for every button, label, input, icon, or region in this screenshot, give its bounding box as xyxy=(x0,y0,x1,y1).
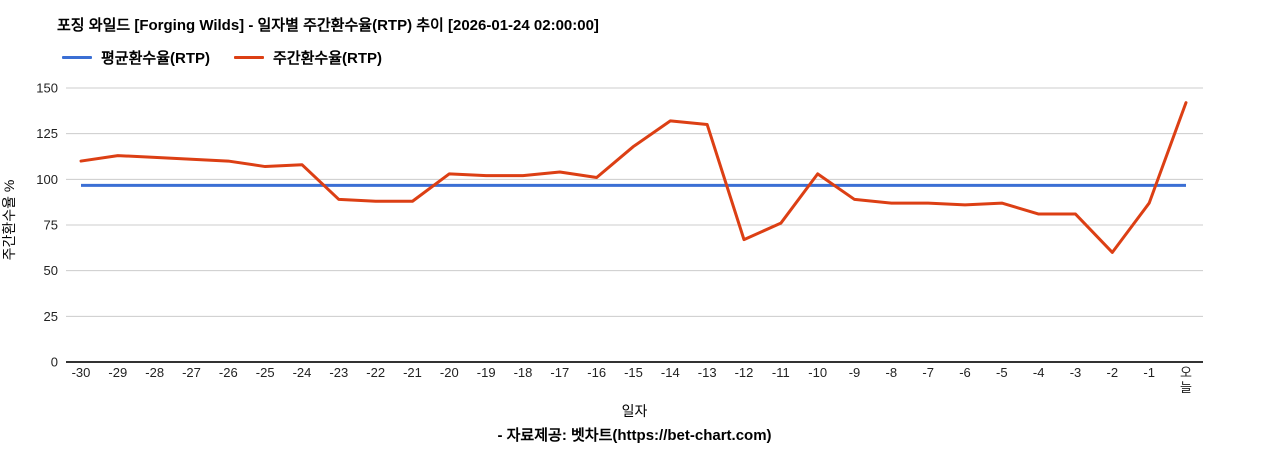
chart-title: 포징 와일드 [Forging Wilds] - 일자별 주간환수율(RTP) … xyxy=(57,17,599,34)
legend-label-weekly-rtp: 주간환수율(RTP) xyxy=(273,50,382,67)
x-tick-label: -15 xyxy=(624,365,643,380)
x-tick-label: -29 xyxy=(108,365,127,380)
y-tick-label: 150 xyxy=(36,81,58,96)
y-tick-label: 25 xyxy=(44,309,58,324)
x-tick-label: -1 xyxy=(1143,365,1155,380)
weekly-rtp-line xyxy=(79,101,1188,254)
x-axis-title: 일자 xyxy=(621,403,648,419)
data-source-credit: - 자료제공: 벳차트(https://bet-chart.com) xyxy=(497,427,772,444)
x-tick-label: -14 xyxy=(661,365,680,380)
x-tick-label: -4 xyxy=(1033,365,1045,380)
x-tick-label-today: 늘 xyxy=(1180,380,1192,395)
legend-item-weekly-rtp[interactable]: 주간환수율(RTP) xyxy=(234,47,382,68)
x-tick-label-today: 오 xyxy=(1180,365,1192,380)
x-tick-label: -19 xyxy=(477,365,496,380)
x-tick-label: -27 xyxy=(182,365,201,380)
x-tick-label: -11 xyxy=(772,365,790,380)
x-tick-label: -3 xyxy=(1070,365,1082,380)
x-tick-label: -2 xyxy=(1107,365,1119,380)
x-tick-label: -5 xyxy=(996,365,1008,380)
x-tick-label: -24 xyxy=(293,365,312,380)
x-tick-label: -7 xyxy=(922,365,934,380)
x-tick-label: -30 xyxy=(72,365,91,380)
legend-label-average-rtp: 평균환수율(RTP) xyxy=(101,50,210,67)
x-tick-label: -21 xyxy=(403,365,422,380)
x-tick-label: -12 xyxy=(735,365,754,380)
x-tick-label: -17 xyxy=(550,365,569,380)
y-tick-label: 125 xyxy=(36,126,58,141)
x-tick-label: -13 xyxy=(698,365,717,380)
legend: 평균환수율(RTP) 주간환수율(RTP) xyxy=(62,47,382,68)
x-tick-label: -18 xyxy=(514,365,533,380)
y-tick-label: 100 xyxy=(36,172,58,187)
legend-item-average-rtp[interactable]: 평균환수율(RTP) xyxy=(62,47,210,68)
x-tick-label: -10 xyxy=(808,365,827,380)
y-tick-label: 50 xyxy=(44,263,58,278)
y-tick-label: 75 xyxy=(44,218,58,233)
x-tick-label: -25 xyxy=(256,365,275,380)
y-axis-title: 주간환수율 % xyxy=(1,180,17,261)
x-tick-label: -9 xyxy=(849,365,861,380)
average-rtp-line-swatch xyxy=(62,56,92,59)
x-tick-label: -20 xyxy=(440,365,459,380)
x-tick-label: -23 xyxy=(329,365,348,380)
x-tick-label: -22 xyxy=(366,365,385,380)
x-tick-label: -28 xyxy=(145,365,164,380)
x-tick-label: -16 xyxy=(587,365,606,380)
x-tick-label: -26 xyxy=(219,365,238,380)
x-tick-label: -6 xyxy=(959,365,971,380)
x-tick-label: -8 xyxy=(886,365,898,380)
y-tick-label: 0 xyxy=(51,355,58,370)
weekly-rtp-line-swatch xyxy=(234,56,264,59)
